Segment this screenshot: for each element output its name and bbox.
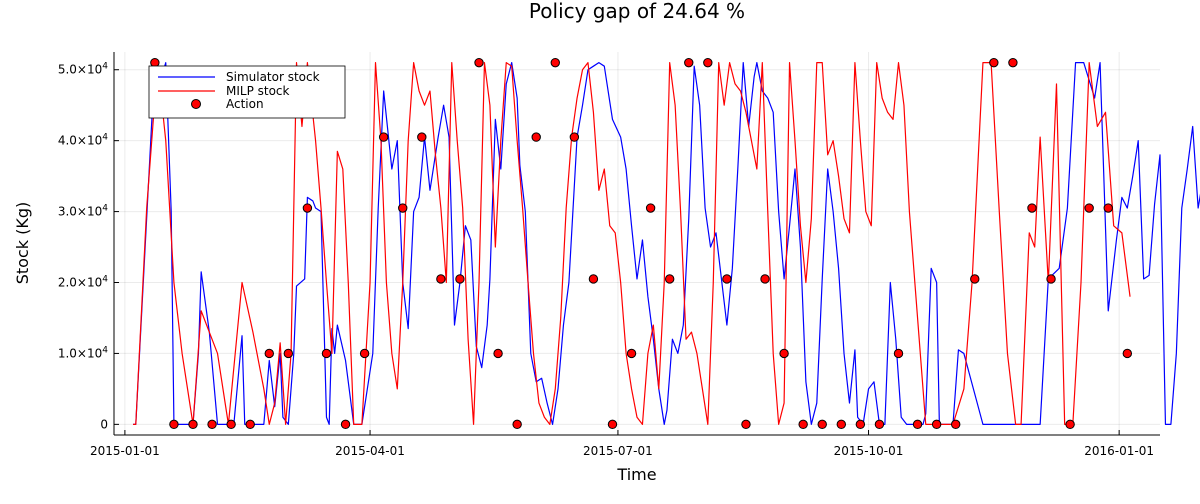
plot-area xyxy=(133,57,1200,430)
action-point xyxy=(302,203,313,213)
action-point xyxy=(207,419,217,430)
action-point xyxy=(1008,57,1018,68)
y-tick-label: 5.0×104 xyxy=(58,62,108,77)
action-point xyxy=(474,57,484,68)
action-point xyxy=(436,274,446,284)
action-markers xyxy=(150,57,1133,430)
action-point xyxy=(779,348,789,359)
action-point xyxy=(169,419,179,430)
action-point xyxy=(626,348,637,359)
action-point xyxy=(321,348,332,359)
y-tick-label: 2.0×104 xyxy=(58,275,108,290)
legend-label-action: Action xyxy=(226,97,264,111)
action-point xyxy=(684,57,694,68)
action-point xyxy=(1046,274,1056,284)
action-point xyxy=(817,419,827,430)
legend-swatch-action xyxy=(191,99,201,109)
x-tick-labels: 2015-01-01 2015-04-01 2015-07-01 2015-10-01… xyxy=(90,430,1154,458)
action-point xyxy=(493,348,503,359)
x-tick-label: 2015-04-01 xyxy=(335,444,405,458)
action-point xyxy=(531,132,541,142)
x-tick-label: 2015-10-01 xyxy=(834,444,904,458)
action-point xyxy=(855,419,866,430)
y-axis-label: Stock (Kg) xyxy=(13,202,32,285)
action-point xyxy=(893,348,904,359)
y-tick-labels: 0 1.0×104 2.0×104 3.0×104 4.0×104 5.0×104 xyxy=(58,62,119,431)
y-tick-label: 0 xyxy=(100,417,108,431)
action-point xyxy=(588,274,599,284)
action-point xyxy=(264,348,274,359)
action-point xyxy=(836,419,846,430)
action-point xyxy=(645,203,656,213)
x-axis-label: Time xyxy=(616,465,656,484)
action-point xyxy=(512,419,522,430)
action-point xyxy=(1084,203,1094,213)
action-point xyxy=(550,57,560,68)
y-tick-label: 3.0×104 xyxy=(58,204,108,219)
action-point xyxy=(378,132,389,142)
action-point xyxy=(703,57,713,68)
action-point xyxy=(455,274,465,284)
y-tick-label: 4.0×104 xyxy=(58,133,108,148)
action-point xyxy=(741,419,751,430)
legend-label-milp: MILP stock xyxy=(226,84,290,98)
action-point xyxy=(951,419,961,430)
action-point xyxy=(1065,419,1075,430)
action-point xyxy=(1122,348,1133,359)
action-point xyxy=(912,419,923,430)
action-point xyxy=(359,348,370,359)
action-point xyxy=(931,419,942,430)
x-tick-label: 2015-01-01 xyxy=(90,444,160,458)
action-point xyxy=(874,419,885,430)
legend: Simulator stock MILP stock Action xyxy=(148,65,346,119)
action-point xyxy=(226,419,236,430)
action-point xyxy=(340,419,351,430)
action-point xyxy=(188,419,198,430)
action-point xyxy=(1103,203,1113,213)
series-lines xyxy=(133,62,1200,425)
action-point xyxy=(722,274,732,284)
legend-box xyxy=(148,65,346,119)
action-point xyxy=(607,419,618,430)
legend-label-simulator: Simulator stock xyxy=(226,70,320,84)
action-point xyxy=(398,203,408,213)
action-point xyxy=(569,132,580,142)
action-point xyxy=(417,132,427,142)
action-point xyxy=(989,57,999,68)
action-point xyxy=(245,419,255,430)
x-tick-label: 2015-07-01 xyxy=(583,444,653,458)
action-point xyxy=(283,348,294,359)
action-point xyxy=(1027,203,1037,213)
x-tick-label: 2016-01-01 xyxy=(1084,444,1154,458)
action-point xyxy=(150,57,160,68)
action-point xyxy=(760,274,770,284)
series-line-milp xyxy=(133,62,1131,425)
action-point xyxy=(798,419,808,430)
action-point xyxy=(970,274,980,284)
y-tick-label: 1.0×104 xyxy=(58,345,108,360)
axes xyxy=(113,52,1160,436)
action-point xyxy=(664,274,675,284)
chart-title: Policy gap of 24.64 % xyxy=(529,0,745,23)
